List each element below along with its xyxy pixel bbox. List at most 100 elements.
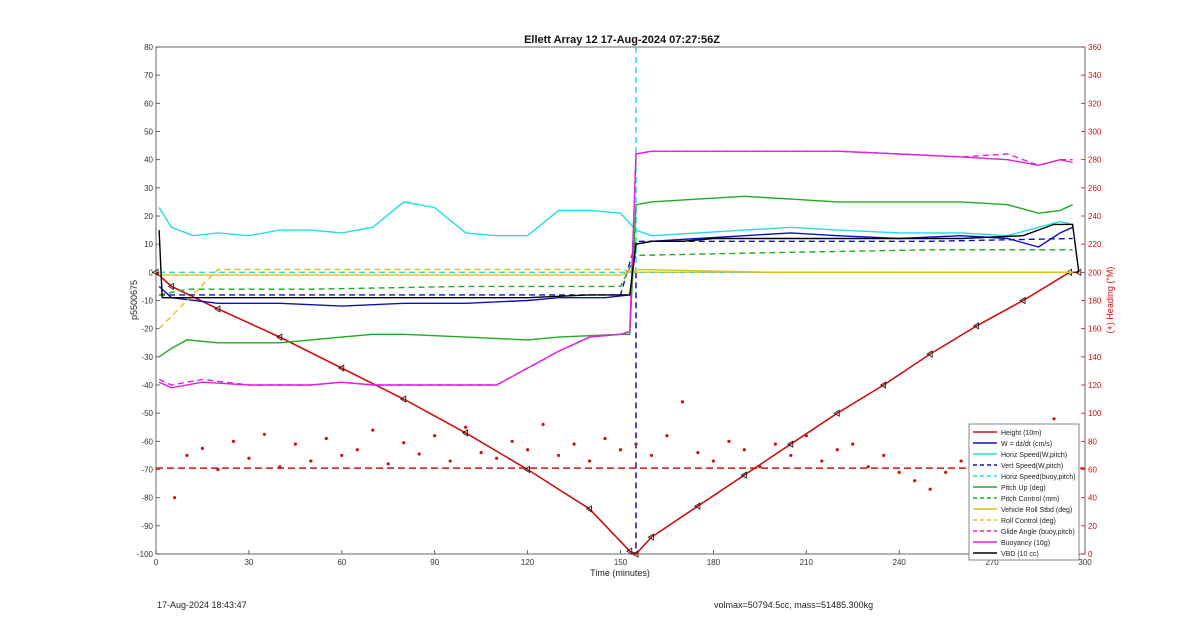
heading-point <box>231 439 236 443</box>
heading-point <box>944 470 948 474</box>
series-line-10 <box>158 150 1073 389</box>
heading-point <box>851 442 855 446</box>
heading-point <box>541 422 545 427</box>
height-marker <box>632 550 639 558</box>
y2-tick-label: 340 <box>1088 71 1102 80</box>
heading-point <box>897 470 901 474</box>
height-marker <box>740 471 747 479</box>
plot-frame <box>155 46 1086 555</box>
heading-point <box>727 439 731 443</box>
heading-point <box>526 448 530 452</box>
heading-point <box>649 453 654 458</box>
y2-tick-label: 60 <box>1088 466 1097 475</box>
x-tick-label: 240 <box>893 558 907 567</box>
heading-point <box>804 434 808 438</box>
heading-point <box>773 442 777 446</box>
height-marker <box>833 409 840 417</box>
legend-label: Buoyancy (10g) <box>1001 540 1050 547</box>
heading-point <box>464 425 468 429</box>
y2-tick-label: 300 <box>1088 128 1102 137</box>
height-marker <box>1019 296 1026 305</box>
series-line-8 <box>158 268 1073 330</box>
heading-point <box>495 456 499 460</box>
height-marker <box>523 465 530 474</box>
y-axis-label: p5500675 <box>129 280 139 320</box>
y2-tick-label: 120 <box>1088 381 1102 390</box>
height-marker <box>694 502 701 510</box>
y-tick-label: -10 <box>141 297 153 306</box>
y-tick-label: 60 <box>144 99 153 108</box>
y-tick-label: 0 <box>149 268 154 277</box>
height-marker <box>399 395 407 403</box>
heading-point <box>587 459 592 463</box>
heading-point <box>479 451 483 455</box>
x-tick-label: 60 <box>337 558 346 567</box>
heading-point <box>572 442 576 446</box>
y2-tick-label: 180 <box>1088 297 1102 306</box>
y2-tick-label: 160 <box>1088 325 1102 334</box>
x-axis-label: Time (minutes) <box>590 568 650 578</box>
y2-tick-label: 280 <box>1088 156 1102 165</box>
heading-point <box>882 453 886 458</box>
y-tick-label: 20 <box>144 212 153 221</box>
y2-tick-label: 20 <box>1088 522 1097 531</box>
y-tick-label: 30 <box>144 184 153 193</box>
height-marker <box>585 505 592 513</box>
y-tick-label: 10 <box>144 240 153 249</box>
heading-point <box>355 448 359 452</box>
height-marker <box>879 381 887 389</box>
heading-point <box>820 459 824 463</box>
heading-point <box>789 453 793 458</box>
series-line-6 <box>158 249 1073 296</box>
legend-label: Pitch Up (deg) <box>1001 485 1046 492</box>
legend-label: Horiz Speed(W,pitch) <box>1001 452 1067 459</box>
x-tick-label: 300 <box>1078 558 1092 567</box>
x-tick-label: 90 <box>430 558 439 567</box>
y2-tick-label: 240 <box>1088 212 1102 221</box>
y-tick-label: 80 <box>144 43 153 52</box>
heading-point <box>634 442 638 446</box>
y-tick-label: 40 <box>144 156 153 165</box>
x-tick-label: 180 <box>707 558 721 567</box>
heading-point <box>742 448 746 452</box>
height-marker <box>338 364 345 372</box>
height-marker <box>167 282 174 291</box>
y2-tick-label: 360 <box>1088 43 1102 52</box>
heading-point <box>402 441 406 445</box>
heading-point <box>680 400 685 404</box>
heading-point <box>510 439 514 443</box>
legend-label: Height (10m) <box>1001 430 1041 437</box>
heading-point <box>371 428 375 432</box>
y-tick-label: -100 <box>137 550 154 559</box>
plot-area: 0 30 60 90 120 150 180 210 240 270 300807060504030… <box>137 43 1102 567</box>
y-tick-label: -80 <box>141 494 153 503</box>
y-tick-label: -20 <box>141 325 153 334</box>
chart-title: Ellett Array 12 17-Aug-2024 07:27:56Z <box>524 34 720 46</box>
y2-tick-label: 200 <box>1088 268 1102 277</box>
heading-point <box>1052 417 1056 421</box>
heading-point <box>711 459 716 463</box>
x-tick-label: 120 <box>521 558 535 567</box>
heading-point <box>696 451 700 455</box>
height-marker <box>152 268 159 277</box>
y2-tick-label: 40 <box>1088 494 1097 503</box>
heading-point <box>185 453 189 458</box>
series-line-5 <box>158 195 1073 358</box>
legend-label: W = dz/dt (cm/s) <box>1001 441 1052 448</box>
legend-label: Roll Control (deg) <box>1001 518 1056 525</box>
height-marker <box>647 533 654 541</box>
heading-point <box>340 453 344 458</box>
heading-point <box>417 452 421 456</box>
heading-point <box>278 465 282 469</box>
heading-point <box>216 467 220 472</box>
height-marker <box>972 322 980 330</box>
y-tick-label: 70 <box>144 71 153 80</box>
x-tick-label: 0 <box>154 558 159 567</box>
y-tick-label: -60 <box>141 437 153 446</box>
heading-point <box>928 487 932 491</box>
height-marker <box>926 350 933 358</box>
legend-box <box>968 423 1080 561</box>
y2-tick-label: 80 <box>1088 437 1097 446</box>
heading-point <box>665 434 669 438</box>
